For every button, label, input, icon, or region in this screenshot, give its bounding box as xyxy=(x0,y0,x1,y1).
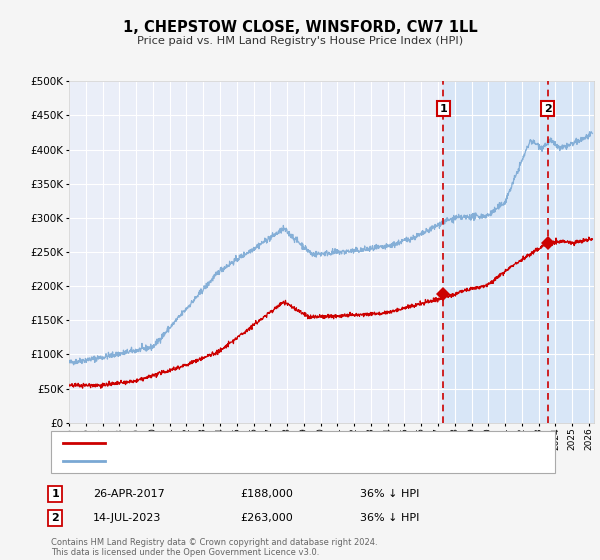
Text: 36% ↓ HPI: 36% ↓ HPI xyxy=(360,489,419,499)
Text: 36% ↓ HPI: 36% ↓ HPI xyxy=(360,513,419,523)
Text: 1, CHEPSTOW CLOSE, WINSFORD, CW7 1LL (detached house): 1, CHEPSTOW CLOSE, WINSFORD, CW7 1LL (de… xyxy=(111,438,431,448)
Text: £188,000: £188,000 xyxy=(240,489,293,499)
Text: £263,000: £263,000 xyxy=(240,513,293,523)
Text: Price paid vs. HM Land Registry's House Price Index (HPI): Price paid vs. HM Land Registry's House … xyxy=(137,36,463,46)
Text: 26-APR-2017: 26-APR-2017 xyxy=(93,489,165,499)
Bar xyxy=(443,81,594,423)
Text: 14-JUL-2023: 14-JUL-2023 xyxy=(93,513,161,523)
Text: 1: 1 xyxy=(52,489,59,499)
Text: 1, CHEPSTOW CLOSE, WINSFORD, CW7 1LL: 1, CHEPSTOW CLOSE, WINSFORD, CW7 1LL xyxy=(122,20,478,35)
Text: Contains HM Land Registry data © Crown copyright and database right 2024.
This d: Contains HM Land Registry data © Crown c… xyxy=(51,538,377,557)
Text: 1: 1 xyxy=(440,104,447,114)
Text: 2: 2 xyxy=(52,513,59,523)
Text: HPI: Average price, detached house, Cheshire West and Chester: HPI: Average price, detached house, Ches… xyxy=(111,456,446,466)
Bar xyxy=(548,81,594,423)
Text: 2: 2 xyxy=(544,104,551,114)
